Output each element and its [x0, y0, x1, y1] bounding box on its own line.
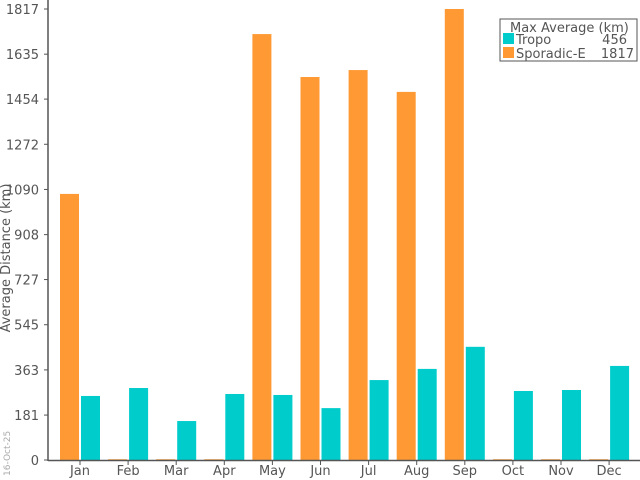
x-tick-label: Jun	[309, 464, 330, 479]
bar-tropo-apr	[225, 393, 245, 460]
bar-tropo-oct	[513, 390, 533, 460]
bar-tropo-aug	[417, 368, 437, 460]
y-tick-label: 1817	[6, 3, 39, 18]
legend-label-sporadic-e: Sporadic-E	[516, 47, 586, 62]
bar-sporadic-e-may	[252, 34, 272, 461]
y-tick-label: 908	[14, 229, 39, 244]
bar-sporadic-e-aug	[396, 91, 416, 460]
x-tick-label: Sep	[453, 464, 478, 479]
bar-tropo-mar	[177, 421, 197, 460]
bar-tropo-may	[273, 394, 293, 460]
y-tick-label: 363	[14, 364, 39, 379]
y-tick-label: 0	[31, 454, 39, 469]
y-axis-label: Average Distance (km)	[0, 184, 14, 333]
y-tick-label: 1454	[6, 93, 39, 108]
date-stamp: 16-Oct-25	[3, 431, 13, 476]
x-tick-label: Nov	[548, 464, 574, 479]
x-tick-label: Dec	[597, 464, 622, 479]
x-tick-label: Aug	[404, 464, 429, 479]
bar-tropo-jan	[81, 395, 100, 460]
y-tick-label: 545	[14, 319, 39, 334]
y-tick-label: 1272	[6, 138, 39, 153]
bar-sporadic-e-jul	[348, 70, 368, 460]
bar-tropo-nov	[562, 390, 581, 460]
x-tick-label: Jan	[69, 464, 90, 479]
x-tick-label: Oct	[502, 464, 524, 479]
legend-swatch-tropo	[503, 33, 514, 44]
legend-title: Max Average (km)	[510, 21, 629, 36]
x-tick-label: Mar	[164, 464, 189, 479]
legend-value-tropo: 456	[602, 33, 627, 48]
y-tick-label: 727	[14, 274, 39, 289]
bar-tropo-sep	[465, 346, 485, 460]
bar-sporadic-e-jan	[60, 193, 79, 460]
bar-sporadic-e-jun	[300, 77, 320, 461]
legend-value-sporadic-e: 1817	[601, 47, 634, 62]
x-tick-label: May	[259, 464, 286, 479]
legend-swatch-sporadic-e	[503, 47, 514, 58]
x-tick-label: Jul	[360, 464, 377, 479]
bar-tropo-dec	[610, 365, 630, 460]
bar-sporadic-e-sep	[444, 9, 464, 460]
y-tick-label: 1090	[6, 183, 39, 198]
y-tick-label: 181	[14, 409, 39, 424]
y-tick-label: 1635	[6, 48, 39, 63]
x-tick-label: Feb	[117, 464, 140, 479]
bar-tropo-jun	[321, 408, 341, 460]
bar-tropo-feb	[129, 388, 149, 460]
x-tick-label: Apr	[213, 464, 236, 479]
legend-label-tropo: Tropo	[515, 33, 551, 48]
bar-tropo-jul	[369, 380, 389, 460]
legend: Max Average (km) Tropo 456 Sporadic-E 18…	[499, 18, 638, 62]
